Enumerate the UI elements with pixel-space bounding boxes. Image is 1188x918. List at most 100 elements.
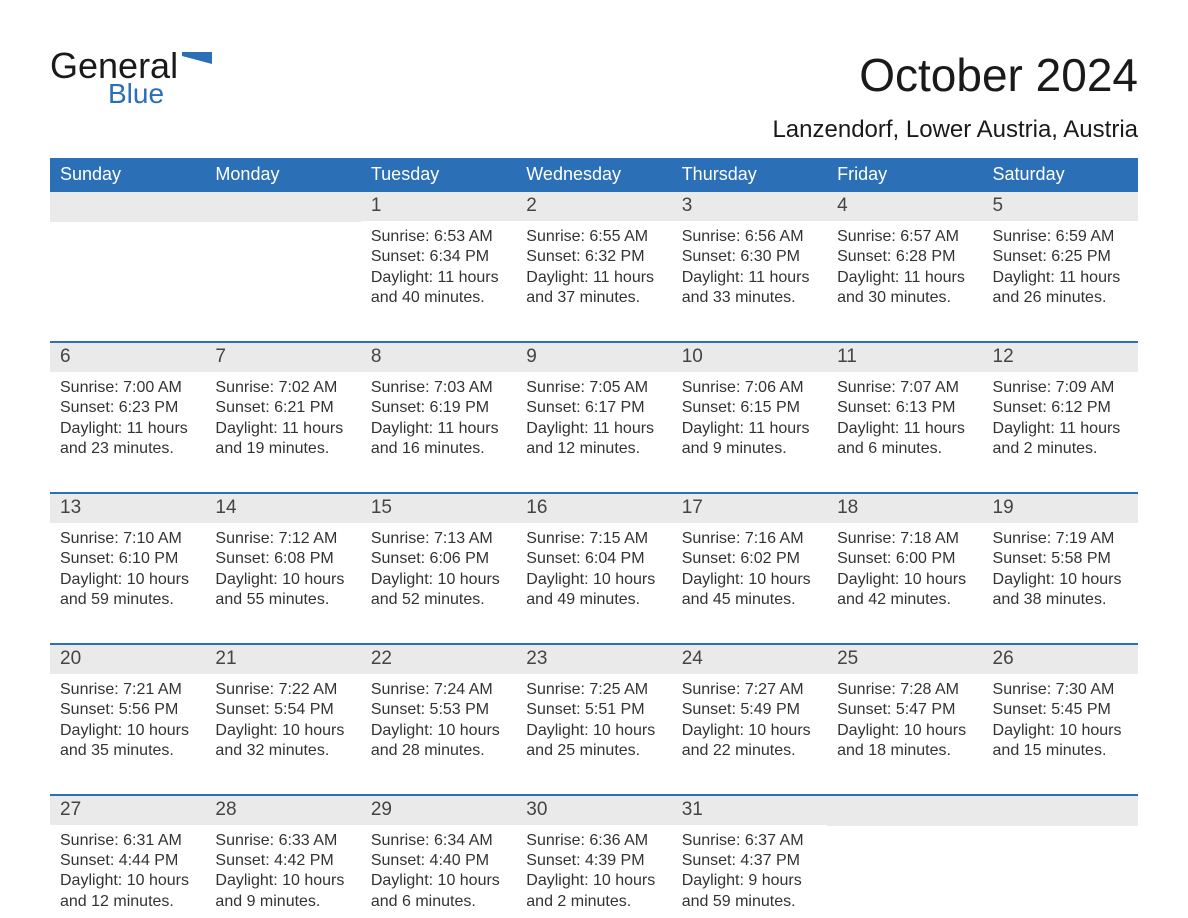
day-details: Sunrise: 7:24 AMSunset: 5:53 PMDaylight:… [361, 674, 516, 762]
day-details: Sunrise: 7:10 AMSunset: 6:10 PMDaylight:… [50, 523, 205, 611]
day-details: Sunrise: 6:34 AMSunset: 4:40 PMDaylight:… [361, 825, 516, 913]
sunrise-line: Sunrise: 7:10 AM [60, 529, 195, 549]
daylight-line: Daylight: 11 hours and 37 minutes. [526, 268, 661, 309]
day-number: 20 [60, 648, 81, 669]
day-details: Sunrise: 7:28 AMSunset: 5:47 PMDaylight:… [827, 674, 982, 762]
day-details: Sunrise: 7:22 AMSunset: 5:54 PMDaylight:… [205, 674, 360, 762]
day-number-row: 31 [672, 796, 827, 825]
day-number-row: 2 [516, 192, 671, 221]
day-number: 2 [526, 195, 537, 216]
sunset-line: Sunset: 5:49 PM [682, 700, 817, 720]
day-details: Sunrise: 7:06 AMSunset: 6:15 PMDaylight:… [672, 372, 827, 460]
calendar-day: 30Sunrise: 6:36 AMSunset: 4:39 PMDayligh… [516, 796, 671, 913]
calendar-day: 7 Sunrise: 7:02 AMSunset: 6:21 PMDaylight… [205, 343, 360, 460]
day-details: Sunrise: 7:27 AMSunset: 5:49 PMDaylight:… [672, 674, 827, 762]
calendar-day: 10 Sunrise: 7:06 AMSunset: 6:15 PMDayligh… [672, 343, 827, 460]
day-number-row [50, 192, 205, 222]
sunset-line: Sunset: 5:58 PM [993, 549, 1128, 569]
day-number-row [205, 192, 360, 222]
sunrise-line: Sunrise: 6:53 AM [371, 227, 506, 247]
calendar-day [983, 796, 1138, 913]
day-number-row: 3 [672, 192, 827, 221]
day-details: Sunrise: 7:30 AMSunset: 5:45 PMDaylight:… [983, 674, 1138, 762]
day-number-row: 11 [827, 343, 982, 372]
sunset-line: Sunset: 6:06 PM [371, 549, 506, 569]
daylight-line: Daylight: 11 hours and 16 minutes. [371, 419, 506, 460]
day-number-row: 7 [205, 343, 360, 372]
dow-tuesday: Tuesday [361, 158, 516, 192]
sunrise-line: Sunrise: 7:09 AM [993, 378, 1128, 398]
sunrise-line: Sunrise: 7:15 AM [526, 529, 661, 549]
sunset-line: Sunset: 6:25 PM [993, 247, 1128, 267]
calendar-day: 14 Sunrise: 7:12 AMSunset: 6:08 PMDayligh… [205, 494, 360, 611]
daylight-line: Daylight: 10 hours and 12 minutes. [60, 871, 195, 912]
sunrise-line: Sunrise: 6:37 AM [682, 831, 817, 851]
day-number-row: 18 [827, 494, 982, 523]
sunset-line: Sunset: 6:08 PM [215, 549, 350, 569]
day-number-row: 17 [672, 494, 827, 523]
logo-word-blue: Blue [108, 78, 212, 110]
day-details: Sunrise: 6:31 AMSunset: 4:44 PMDaylight:… [50, 825, 205, 913]
day-number: 18 [837, 497, 858, 518]
day-details: Sunrise: 7:18 AMSunset: 6:00 PMDaylight:… [827, 523, 982, 611]
day-number: 23 [526, 648, 547, 669]
daylight-line: Daylight: 10 hours and 55 minutes. [215, 570, 350, 611]
day-number: 9 [526, 346, 537, 367]
sunset-line: Sunset: 4:39 PM [526, 851, 661, 871]
calendar-day: 21Sunrise: 7:22 AMSunset: 5:54 PMDayligh… [205, 645, 360, 762]
calendar-day: 5Sunrise: 6:59 AMSunset: 6:25 PMDaylight… [983, 192, 1138, 309]
day-details: Sunrise: 6:53 AMSunset: 6:34 PMDaylight:… [361, 221, 516, 309]
day-number-row: 15 [361, 494, 516, 523]
sunrise-line: Sunrise: 7:12 AM [215, 529, 350, 549]
daylight-line: Daylight: 10 hours and 52 minutes. [371, 570, 506, 611]
calendar-day: 16Sunrise: 7:15 AMSunset: 6:04 PMDayligh… [516, 494, 671, 611]
sunset-line: Sunset: 4:37 PM [682, 851, 817, 871]
day-number: 10 [682, 346, 703, 367]
day-number-row: 28 [205, 796, 360, 825]
daylight-line: Daylight: 10 hours and 25 minutes. [526, 721, 661, 762]
sunrise-line: Sunrise: 7:02 AM [215, 378, 350, 398]
day-number-row: 14 [205, 494, 360, 523]
day-number: 24 [682, 648, 703, 669]
day-number: 28 [215, 799, 236, 820]
sunrise-line: Sunrise: 6:56 AM [682, 227, 817, 247]
sunset-line: Sunset: 6:02 PM [682, 549, 817, 569]
sunrise-line: Sunrise: 6:33 AM [215, 831, 350, 851]
sunset-line: Sunset: 6:32 PM [526, 247, 661, 267]
day-number-row [827, 796, 982, 826]
day-number: 12 [993, 346, 1014, 367]
sunrise-line: Sunrise: 7:25 AM [526, 680, 661, 700]
sunrise-line: Sunrise: 7:28 AM [837, 680, 972, 700]
daylight-line: Daylight: 10 hours and 15 minutes. [993, 721, 1128, 762]
daylight-line: Daylight: 10 hours and 49 minutes. [526, 570, 661, 611]
daylight-line: Daylight: 11 hours and 40 minutes. [371, 268, 506, 309]
daylight-line: Daylight: 10 hours and 32 minutes. [215, 721, 350, 762]
calendar-day: 12 Sunrise: 7:09 AMSunset: 6:12 PMDayligh… [983, 343, 1138, 460]
day-number: 7 [215, 346, 226, 367]
calendar-day: 22 Sunrise: 7:24 AMSunset: 5:53 PMDayligh… [361, 645, 516, 762]
day-number: 22 [371, 648, 392, 669]
calendar-day: 28Sunrise: 6:33 AMSunset: 4:42 PMDayligh… [205, 796, 360, 913]
sunset-line: Sunset: 6:17 PM [526, 398, 661, 418]
sunset-line: Sunset: 5:56 PM [60, 700, 195, 720]
sunrise-line: Sunrise: 6:34 AM [371, 831, 506, 851]
calendar-day: 24 Sunrise: 7:27 AMSunset: 5:49 PMDayligh… [672, 645, 827, 762]
page-title: October 2024 [859, 48, 1138, 102]
sunrise-line: Sunrise: 7:16 AM [682, 529, 817, 549]
calendar-day: 15Sunrise: 7:13 AMSunset: 6:06 PMDayligh… [361, 494, 516, 611]
day-details: Sunrise: 6:37 AMSunset: 4:37 PMDaylight:… [672, 825, 827, 913]
day-number: 11 [837, 346, 857, 367]
day-number-row: 27 [50, 796, 205, 825]
calendar-day: 1 Sunrise: 6:53 AMSunset: 6:34 PMDaylight… [361, 192, 516, 309]
calendar-day: 26Sunrise: 7:30 AMSunset: 5:45 PMDayligh… [983, 645, 1138, 762]
day-number-row: 1 [361, 192, 516, 221]
day-details: Sunrise: 7:07 AMSunset: 6:13 PMDaylight:… [827, 372, 982, 460]
day-number: 1 [371, 195, 382, 216]
day-number-row [983, 796, 1138, 826]
sunset-line: Sunset: 4:40 PM [371, 851, 506, 871]
day-details: Sunrise: 7:02 AMSunset: 6:21 PMDaylight:… [205, 372, 360, 460]
day-number-row: 21 [205, 645, 360, 674]
sunset-line: Sunset: 6:28 PM [837, 247, 972, 267]
day-details: Sunrise: 7:09 AMSunset: 6:12 PMDaylight:… [983, 372, 1138, 460]
calendar-week: 6Sunrise: 7:00 AMSunset: 6:23 PMDaylight… [50, 341, 1138, 460]
